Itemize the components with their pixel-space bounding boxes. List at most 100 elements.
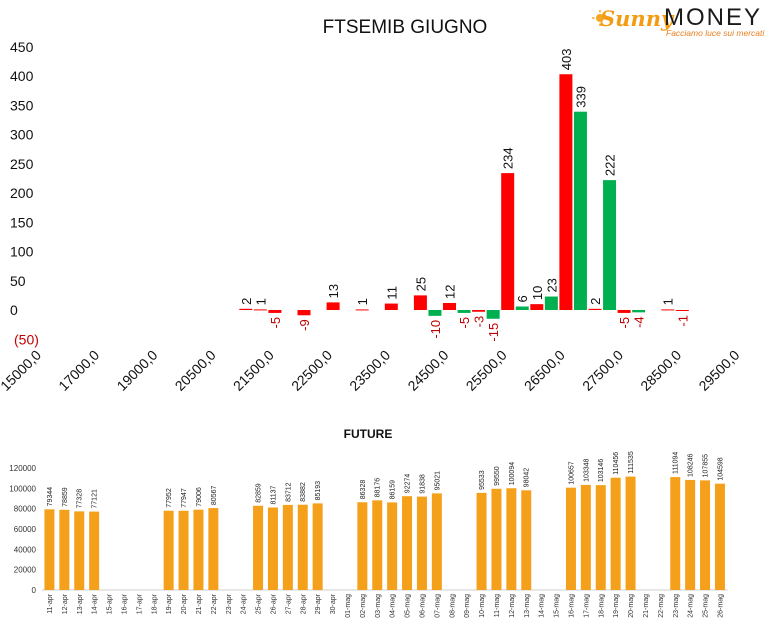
- data-label: -15: [486, 323, 501, 342]
- data-label: 110456: [613, 452, 620, 475]
- bar: [416, 496, 427, 590]
- bar: [610, 477, 621, 590]
- x-tick-label: 23500,0: [346, 347, 393, 394]
- data-label: 79344: [47, 487, 54, 507]
- x-tick-label: 08-mag: [449, 594, 456, 618]
- bar: [472, 310, 486, 312]
- bar: [89, 511, 100, 590]
- x-tick-label: 27500,0: [579, 347, 626, 394]
- data-label: 2: [239, 298, 254, 305]
- data-label: 11: [384, 286, 399, 300]
- data-label: -10: [428, 320, 443, 339]
- bar: [384, 303, 398, 310]
- y-tick-label: 100: [10, 244, 34, 260]
- y-tick-label: 120000: [9, 464, 36, 473]
- bar: [714, 483, 725, 590]
- bar: [443, 302, 456, 310]
- data-label: 99550: [494, 466, 501, 486]
- data-label: 108246: [688, 453, 695, 476]
- bar: [357, 502, 368, 590]
- x-tick-label: 21-apr: [196, 593, 203, 614]
- x-tick-label: 07-mag: [434, 594, 441, 618]
- data-label: 1: [355, 298, 370, 305]
- data-label: 13: [326, 284, 341, 298]
- bar: [355, 309, 369, 311]
- bar: [413, 295, 427, 310]
- bar: [670, 477, 681, 590]
- data-label: -5: [268, 317, 283, 329]
- bar: [59, 509, 70, 590]
- bar: [515, 306, 529, 310]
- x-tick-label: 18-apr: [151, 593, 158, 614]
- x-tick-label: 23-apr: [226, 593, 233, 614]
- bar: [603, 180, 617, 310]
- data-label: 86328: [360, 480, 367, 500]
- y-tick-label: 60000: [14, 525, 37, 534]
- bar: [193, 509, 204, 590]
- x-tick-label: 20500,0: [172, 347, 219, 394]
- bar: [595, 485, 606, 590]
- bar: [44, 509, 55, 590]
- bar: [457, 310, 471, 313]
- data-label: 91838: [419, 474, 426, 494]
- data-label: 88176: [375, 478, 382, 498]
- x-tick-label: 15-mag: [554, 594, 561, 618]
- x-tick-label: 24500,0: [404, 347, 451, 394]
- data-label: 111094: [673, 452, 680, 474]
- x-tick-label: 17-mag: [583, 594, 590, 618]
- data-label: 95533: [479, 470, 486, 490]
- bar: [521, 490, 532, 590]
- bar: [506, 488, 517, 590]
- x-tick-label: 14-apr: [92, 593, 99, 614]
- bar: [74, 511, 85, 590]
- data-label: 80567: [211, 486, 218, 506]
- bar: [267, 507, 278, 590]
- bar: [632, 310, 646, 313]
- x-tick-label: 01-mag: [345, 594, 352, 618]
- bar: [297, 504, 308, 590]
- bar: [282, 504, 293, 590]
- x-tick-label: 11-mag: [494, 594, 501, 617]
- sunny-money-logo: Sunny MONEY Facciamo luce sui mercati: [592, 4, 764, 38]
- data-label: 83882: [300, 482, 307, 502]
- data-label: 78859: [62, 487, 69, 507]
- y-tick-label: 0: [10, 302, 18, 318]
- ftsemib-chart: FTSEMIB GIUGNO45040035030025020015010050…: [0, 17, 743, 394]
- x-tick-label: 26500,0: [521, 347, 568, 394]
- y-tick-label: 400: [10, 68, 34, 84]
- x-tick-label: 25-apr: [256, 593, 263, 614]
- data-label: 100657: [568, 461, 575, 484]
- data-label: 1: [253, 298, 268, 305]
- x-tick-label: 22-mag: [658, 594, 665, 618]
- y-tick-label: 80000: [14, 505, 37, 514]
- bar: [491, 488, 502, 590]
- x-tick-label: 23-mag: [673, 594, 680, 618]
- x-tick-label: 18-mag: [598, 594, 605, 618]
- bar: [208, 508, 219, 590]
- data-label: -4: [632, 316, 647, 328]
- x-tick-label: 04-mag: [390, 594, 397, 618]
- x-tick-label: 09-mag: [464, 594, 471, 618]
- data-label: -5: [617, 317, 632, 329]
- data-label: 92274: [405, 474, 412, 494]
- data-label: 222: [603, 154, 618, 176]
- data-label: 79006: [196, 487, 203, 507]
- bar: [253, 309, 267, 311]
- data-label: 23: [544, 278, 559, 292]
- data-label: 107855: [703, 454, 710, 477]
- x-tick-label: 15000,0: [0, 347, 44, 394]
- bar: [372, 500, 383, 590]
- data-label: 81137: [270, 485, 277, 504]
- bar: [501, 173, 515, 310]
- x-tick-label: 03-mag: [375, 594, 382, 618]
- x-tick-label: 19000,0: [113, 347, 160, 394]
- y-tick-label: 40000: [14, 545, 37, 554]
- bar: [661, 309, 675, 311]
- data-label: 1: [661, 298, 676, 305]
- x-tick-label: 22-apr: [211, 593, 218, 614]
- bar: [253, 505, 264, 590]
- data-label: 98042: [524, 468, 531, 488]
- x-tick-label: 19-mag: [613, 594, 620, 618]
- data-label: 339: [573, 86, 588, 108]
- data-label: 234: [501, 147, 516, 169]
